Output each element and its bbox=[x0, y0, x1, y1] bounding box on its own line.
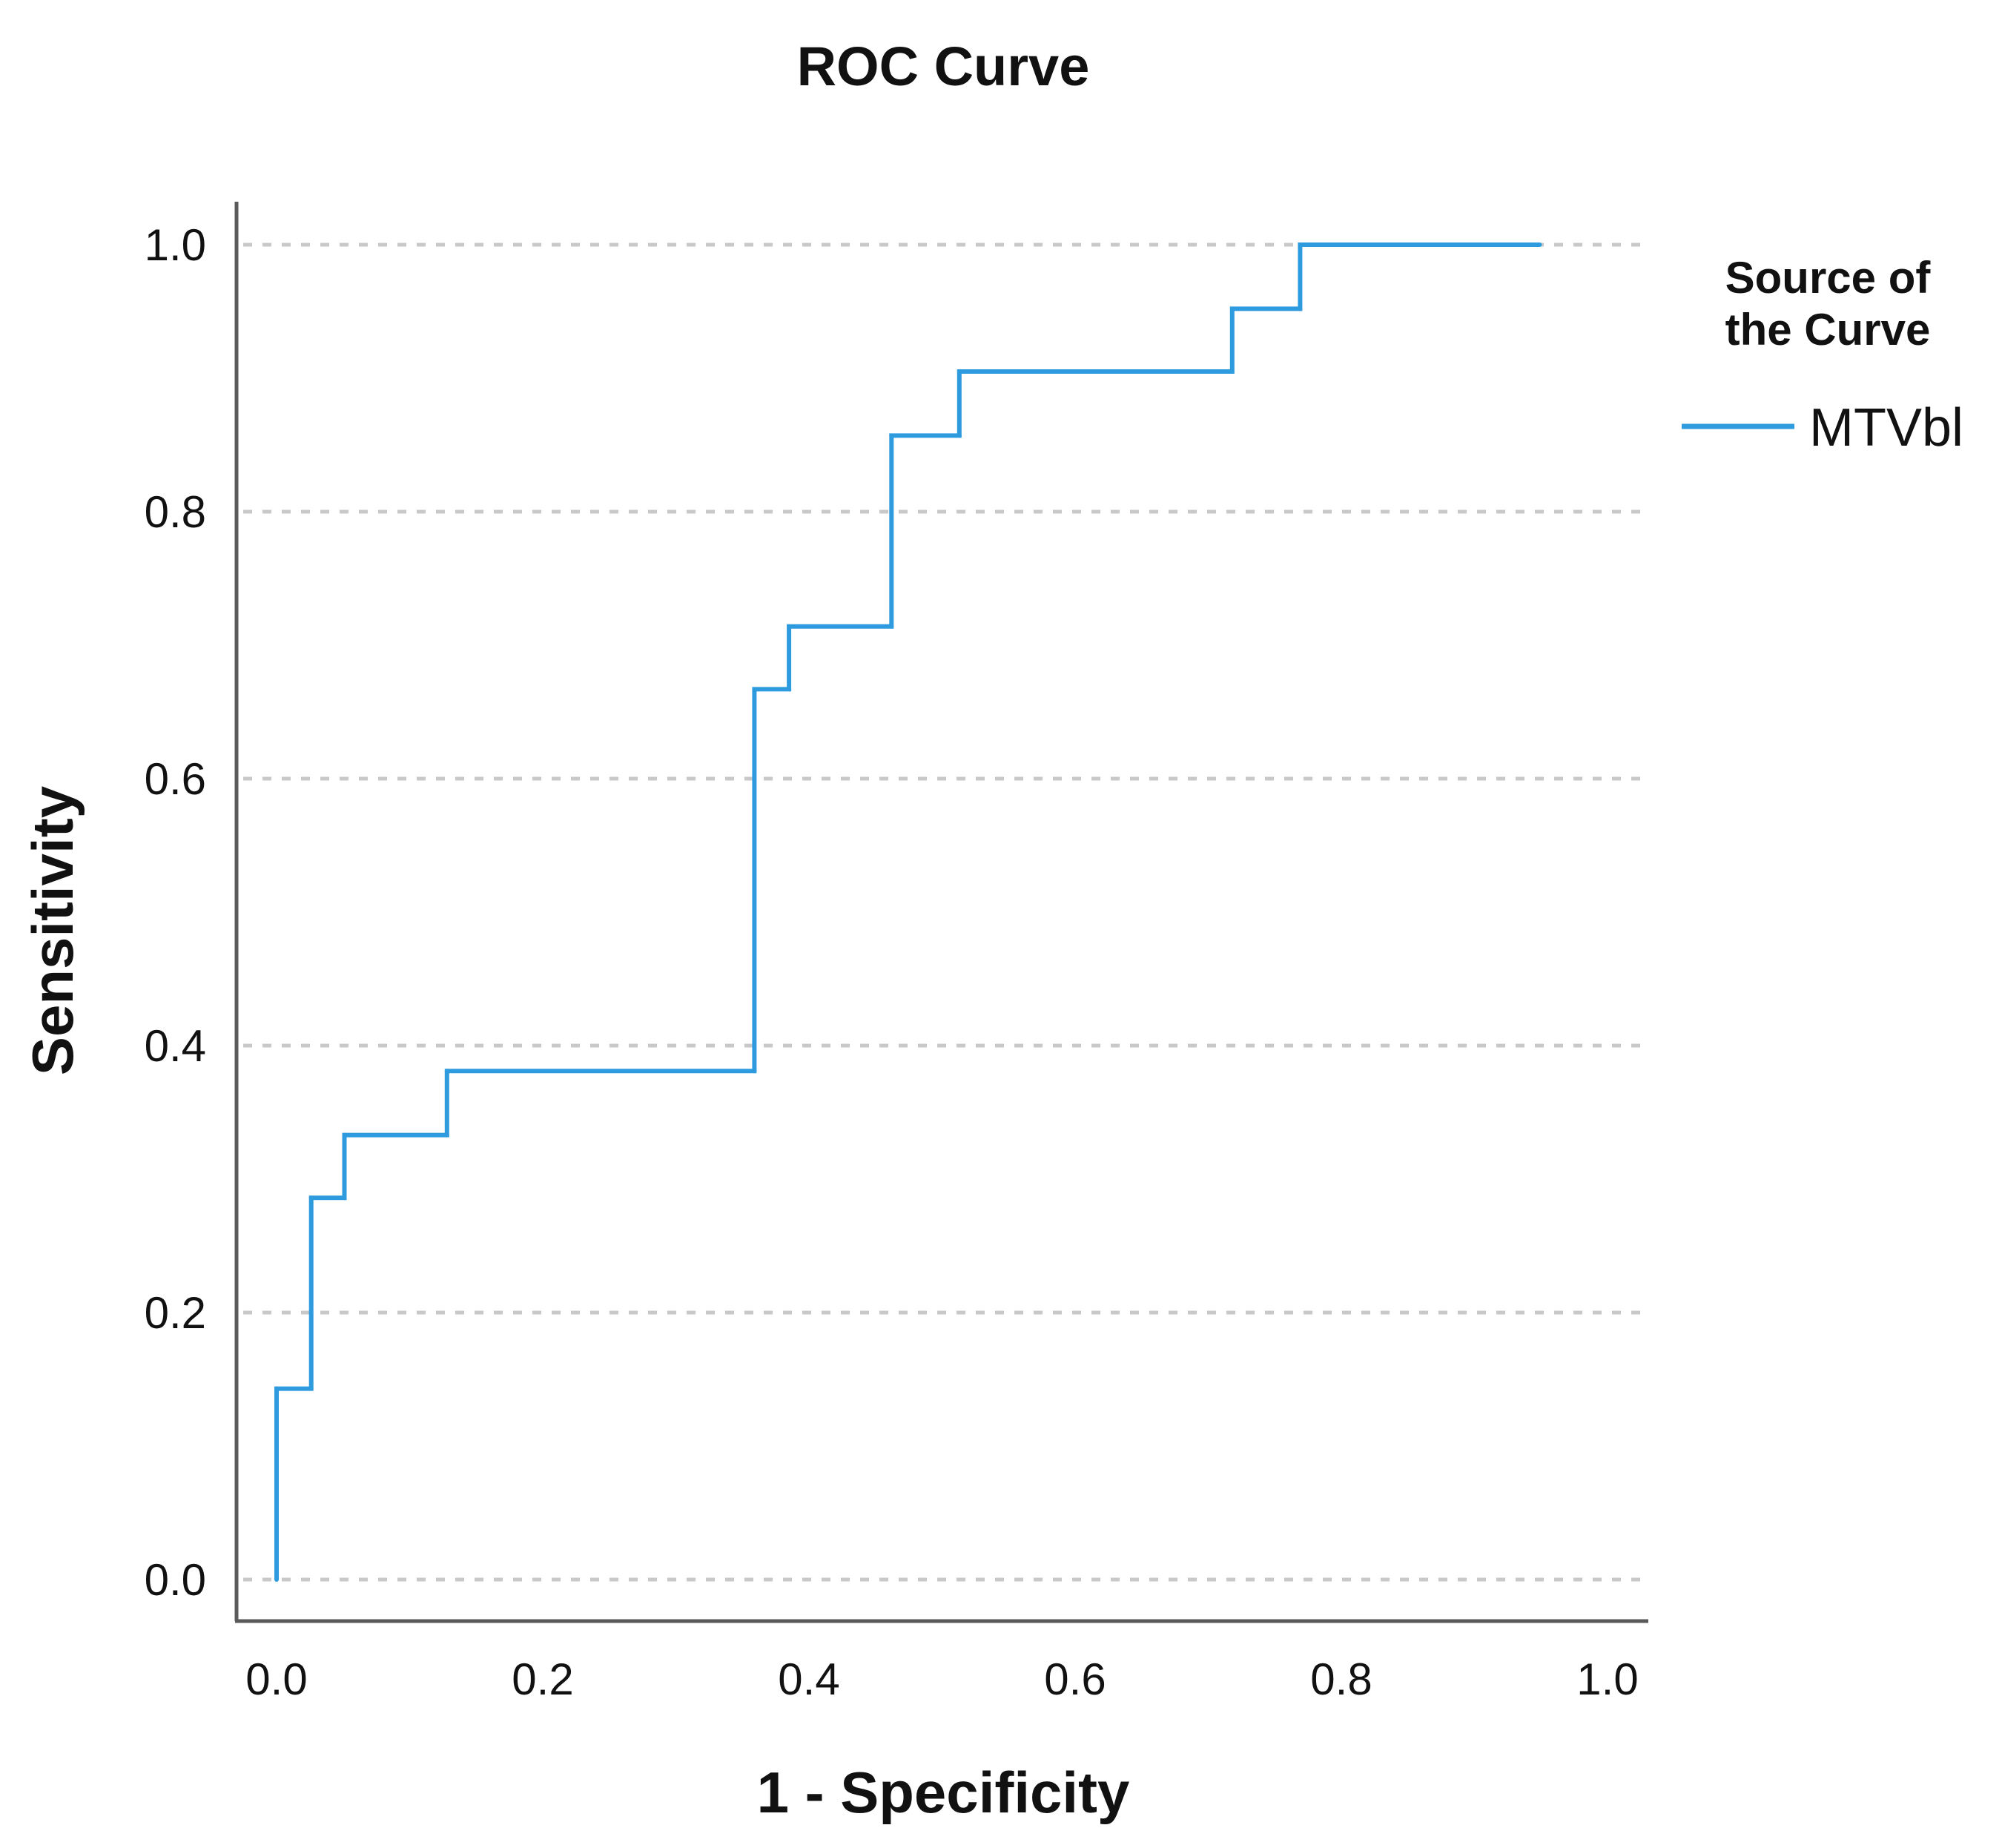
roc-point bbox=[308, 1386, 314, 1391]
y-tick-labels: 0.0 0.2 0.4 0.6 0.8 1.0 bbox=[145, 220, 206, 1605]
x-axis-title: 1 - Specificity bbox=[757, 1760, 1130, 1825]
roc-point bbox=[889, 433, 894, 438]
series-layer bbox=[274, 242, 1542, 1582]
roc-point bbox=[752, 687, 757, 692]
y-tick-label: 0.8 bbox=[145, 487, 206, 537]
roc-point bbox=[1537, 242, 1542, 247]
legend-label: MTVbl bbox=[1809, 398, 1963, 458]
legend-title-line: the Curve bbox=[1725, 305, 1931, 354]
chart-title: ROC Curve bbox=[797, 36, 1090, 97]
roc-point bbox=[889, 624, 894, 629]
roc-point bbox=[787, 687, 792, 692]
roc-point bbox=[342, 1132, 347, 1138]
roc-point bbox=[1298, 306, 1303, 311]
roc-point bbox=[444, 1069, 449, 1074]
x-tick-label: 1.0 bbox=[1576, 1654, 1638, 1704]
series-line-MTVbl bbox=[274, 242, 1540, 1580]
roc-point bbox=[1298, 242, 1303, 247]
x-tick-label: 0.4 bbox=[778, 1654, 839, 1704]
roc-point bbox=[1229, 306, 1235, 311]
legend-entries: MTVbl bbox=[1682, 398, 1963, 458]
legend-title-line: Source of bbox=[1725, 253, 1932, 303]
y-tick-label: 0.0 bbox=[145, 1555, 206, 1605]
roc-point bbox=[444, 1132, 449, 1138]
y-tick-label: 0.6 bbox=[145, 754, 206, 804]
roc-point bbox=[274, 1577, 279, 1582]
roc-point bbox=[308, 1195, 314, 1201]
roc-point bbox=[1229, 369, 1235, 374]
y-tick-label: 1.0 bbox=[145, 220, 206, 270]
roc-point bbox=[787, 624, 792, 629]
x-tick-label: 0.0 bbox=[245, 1654, 307, 1704]
roc-point bbox=[957, 369, 962, 374]
axes bbox=[234, 202, 1648, 1623]
x-tick-label: 0.2 bbox=[512, 1654, 573, 1704]
roc-point bbox=[957, 433, 962, 438]
roc-point bbox=[274, 1386, 279, 1391]
gridlines bbox=[243, 242, 1646, 1582]
x-tick-label: 0.6 bbox=[1044, 1654, 1106, 1704]
roc-point bbox=[752, 1069, 757, 1074]
y-tick-label: 0.2 bbox=[145, 1288, 206, 1338]
legend-title: Source of the Curve bbox=[1725, 253, 1932, 354]
x-tick-label: 0.8 bbox=[1310, 1654, 1372, 1704]
y-tick-label: 0.4 bbox=[145, 1021, 206, 1071]
x-tick-labels: 0.0 0.2 0.4 0.6 0.8 1.0 bbox=[245, 1654, 1638, 1704]
y-axis-title: Sensitivity bbox=[20, 786, 85, 1075]
roc-point bbox=[342, 1195, 347, 1201]
legend: Source of the Curve MTVbl bbox=[1682, 253, 1963, 458]
